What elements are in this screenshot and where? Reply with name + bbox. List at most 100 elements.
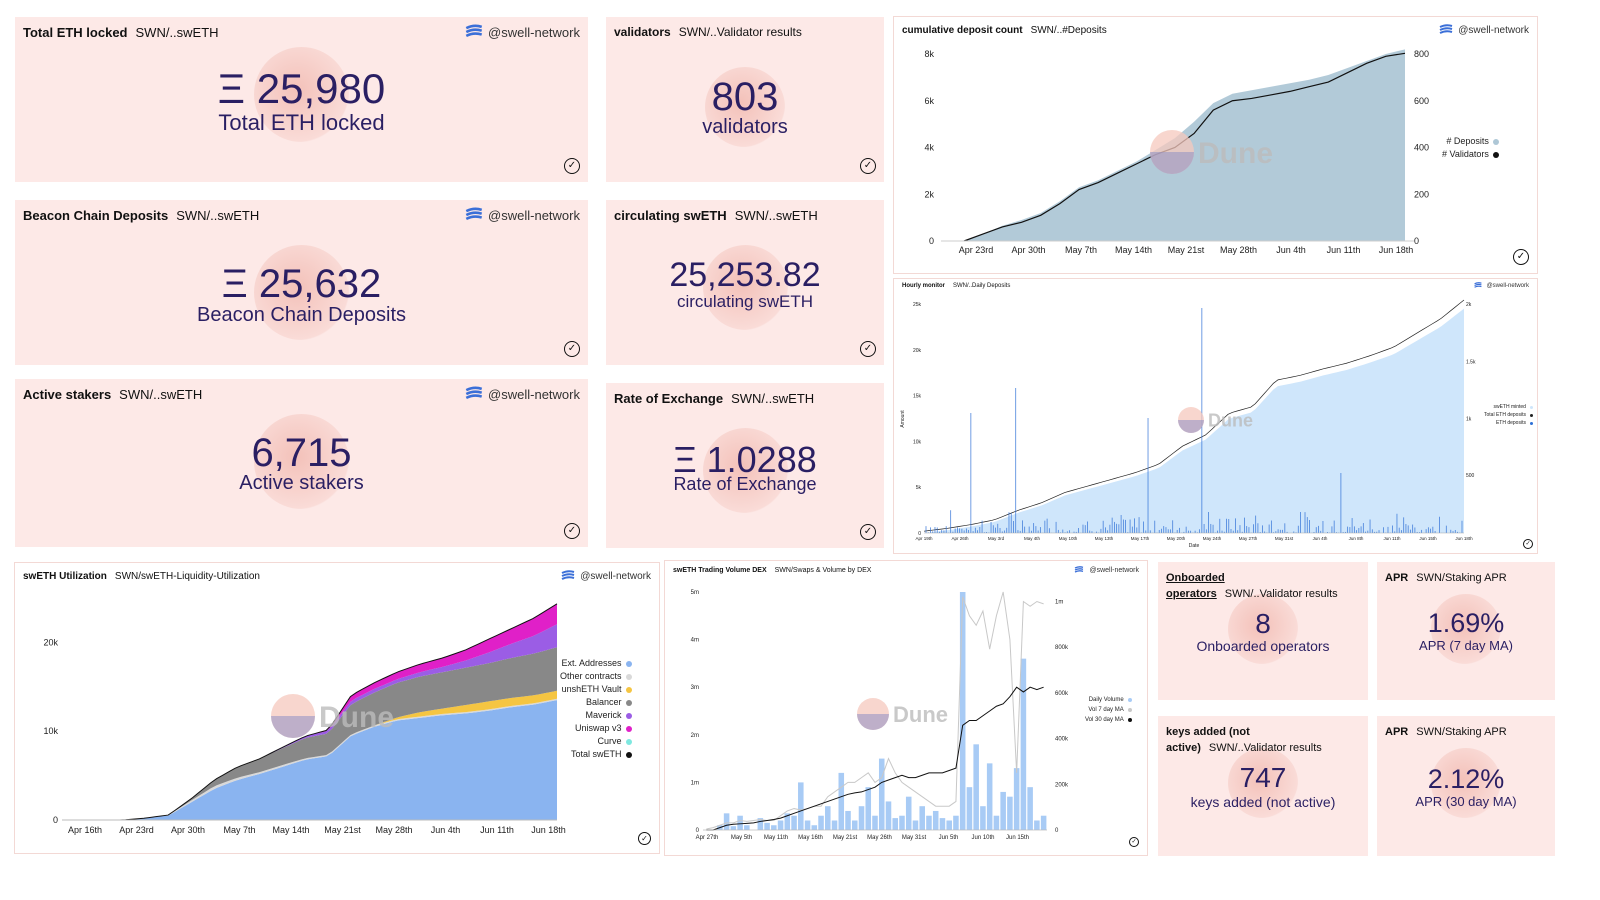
daily-volume-bar bbox=[878, 758, 885, 830]
legend-item[interactable]: # Validators bbox=[1442, 148, 1499, 161]
counter-glow bbox=[1228, 594, 1298, 664]
counter-title[interactable]: keys added (not active) bbox=[1166, 726, 1250, 754]
counter-header: keys added (not active) SWN/..Validator r… bbox=[1166, 724, 1362, 756]
counter-title[interactable]: validators bbox=[614, 25, 671, 39]
swell-logo-icon bbox=[1075, 566, 1084, 573]
watermark-text: Dune bbox=[893, 702, 948, 727]
tick-label: Jun 11th bbox=[1327, 245, 1361, 255]
tick-label: Jun 11th bbox=[1384, 536, 1401, 541]
legend-item[interactable]: Vol 7 day MA bbox=[1085, 705, 1132, 715]
counter-title[interactable]: circulating swETH bbox=[614, 208, 727, 223]
counter-query[interactable]: SWN/..swETH bbox=[176, 208, 260, 223]
counter-query[interactable]: SWN/..Validator results bbox=[1224, 588, 1338, 600]
counter-title[interactable]: Active stakers bbox=[23, 387, 112, 402]
legend-item[interactable]: Daily Volume bbox=[1085, 695, 1132, 705]
counter-value: 25,253.82 bbox=[669, 256, 821, 294]
counter-header: circulating swETH SWN/..swETH bbox=[614, 208, 818, 223]
counter-title[interactable]: Total ETH locked bbox=[23, 25, 128, 40]
daily-volume-bar bbox=[973, 744, 979, 830]
tick-label: Jun 5th bbox=[939, 835, 959, 841]
brand-link[interactable]: @swell-network bbox=[1439, 24, 1529, 36]
counter-glow bbox=[702, 245, 788, 330]
tick-label: 0 bbox=[929, 236, 934, 246]
counter-title[interactable]: Beacon Chain Deposits bbox=[23, 208, 169, 223]
counter-query[interactable]: SWN/..Validator results bbox=[678, 25, 802, 39]
tick-label: May 28th bbox=[1220, 245, 1257, 255]
legend-item[interactable]: Total ETH deposits bbox=[1484, 411, 1533, 419]
tick-label: 1k bbox=[1466, 417, 1472, 423]
chart-query[interactable]: SWN/..Daily Deposits bbox=[953, 283, 1011, 289]
brand-link[interactable]: @swell-network bbox=[1074, 566, 1139, 574]
counter-query[interactable]: SWN/..swETH bbox=[135, 25, 219, 40]
daily-volume-bar bbox=[912, 820, 919, 830]
daily-volume-bar bbox=[980, 806, 986, 830]
counter-query[interactable]: SWN/Staking APR bbox=[1416, 726, 1507, 738]
counter-label: Rate of Exchange bbox=[673, 474, 817, 494]
tick-label: Apr 30th bbox=[171, 825, 205, 835]
legend-item[interactable]: Uniswap v3 bbox=[560, 722, 632, 735]
daily-volume-bar bbox=[851, 820, 858, 830]
tick-label: Jun 4th bbox=[1276, 245, 1306, 255]
daily-volume-bar bbox=[892, 818, 899, 830]
brand-link[interactable]: @swell-network bbox=[465, 386, 580, 402]
legend-item[interactable]: Balancer bbox=[560, 696, 632, 709]
legend-item[interactable]: # Deposits bbox=[1442, 135, 1499, 148]
counter-query[interactable]: SWN/..swETH bbox=[731, 391, 815, 406]
legend-item[interactable]: swETH minted bbox=[1484, 403, 1533, 411]
tick-label: Jun 8th bbox=[1349, 536, 1364, 541]
vol-30-day-ma-line bbox=[706, 686, 1044, 831]
tick-label: May 3rd bbox=[988, 536, 1005, 541]
chart-query[interactable]: SWN/swETH-Liquidity-Utilization bbox=[114, 571, 260, 582]
chart-query[interactable]: SWN/..#Deposits bbox=[1030, 25, 1107, 36]
brand-handle: @swell-network bbox=[488, 386, 580, 402]
counter-title[interactable]: APR bbox=[1385, 572, 1409, 584]
counter-query[interactable]: SWN/..Validator results bbox=[1208, 742, 1322, 754]
daily-volume-bar bbox=[946, 820, 952, 830]
legend-item[interactable]: unshETH Vault bbox=[560, 683, 632, 696]
counter-title[interactable]: Rate of Exchange bbox=[614, 391, 724, 406]
counter-query[interactable]: SWN/Staking APR bbox=[1416, 572, 1507, 584]
counter-card: Beacon Chain Deposits SWN/..swETH @swell-… bbox=[15, 200, 588, 365]
chart-query[interactable]: SWN/Swaps & Volume by DEX bbox=[774, 567, 872, 574]
tick-label: 1m bbox=[1055, 600, 1063, 606]
tick-label: Apr 27th bbox=[696, 835, 719, 841]
daily-volume-bar bbox=[872, 815, 878, 830]
brand-link[interactable]: @swell-network bbox=[465, 207, 580, 223]
daily-volume-bar bbox=[764, 822, 770, 830]
legend-item[interactable]: Ext. Addresses bbox=[560, 657, 632, 670]
legend-item[interactable]: Total swETH bbox=[560, 748, 632, 761]
brand-link[interactable]: @swell-network bbox=[561, 570, 651, 582]
legend-item[interactable]: Curve bbox=[560, 735, 632, 748]
legend-item[interactable]: Maverick bbox=[560, 709, 632, 722]
tick-label: May 10th bbox=[1059, 536, 1078, 541]
chart-card-hourly-monitor: Hourly monitor SWN/..Daily Deposits @swel… bbox=[893, 278, 1538, 554]
legend-item[interactable]: ETH deposits bbox=[1484, 419, 1533, 427]
daily-volume-bar bbox=[926, 815, 932, 830]
daily-volume-bar bbox=[932, 810, 939, 830]
verified-icon: ✓ bbox=[564, 523, 580, 539]
tick-label: Jun 11th bbox=[480, 825, 514, 835]
counter-title[interactable]: Onboarded operators bbox=[1166, 572, 1225, 600]
daily-volume-bar bbox=[798, 782, 804, 830]
counter-header: Onboarded operators SWN/..Validator resul… bbox=[1166, 570, 1362, 602]
daily-volume-bar bbox=[730, 826, 737, 830]
tick-label: 6k bbox=[924, 96, 934, 106]
tick-label: Jun 10th bbox=[971, 835, 994, 841]
legend-item[interactable]: Other contracts bbox=[560, 670, 632, 683]
legend-item[interactable]: Vol 30 day MA bbox=[1085, 715, 1132, 725]
counter-query[interactable]: SWN/..swETH bbox=[734, 208, 818, 223]
tick-label: 500 bbox=[1466, 473, 1475, 479]
brand-link[interactable]: @swell-network bbox=[465, 24, 580, 40]
tick-label: May 13th bbox=[1095, 536, 1114, 541]
tick-label: 2m bbox=[691, 733, 699, 739]
counter-title[interactable]: APR bbox=[1385, 726, 1409, 738]
counter-glow bbox=[702, 428, 788, 513]
brand-link[interactable]: @swell-network bbox=[1473, 282, 1529, 289]
counter-query[interactable]: SWN/..swETH bbox=[119, 387, 203, 402]
verified-icon: ✓ bbox=[1513, 249, 1529, 265]
tick-label: 10k bbox=[43, 726, 58, 736]
tick-label: May 21st bbox=[324, 825, 361, 835]
counter-card: Total ETH locked SWN/..swETH @swell-netwo… bbox=[15, 17, 588, 182]
daily-volume-bar bbox=[1040, 815, 1047, 830]
daily-volume-bar bbox=[885, 801, 892, 830]
